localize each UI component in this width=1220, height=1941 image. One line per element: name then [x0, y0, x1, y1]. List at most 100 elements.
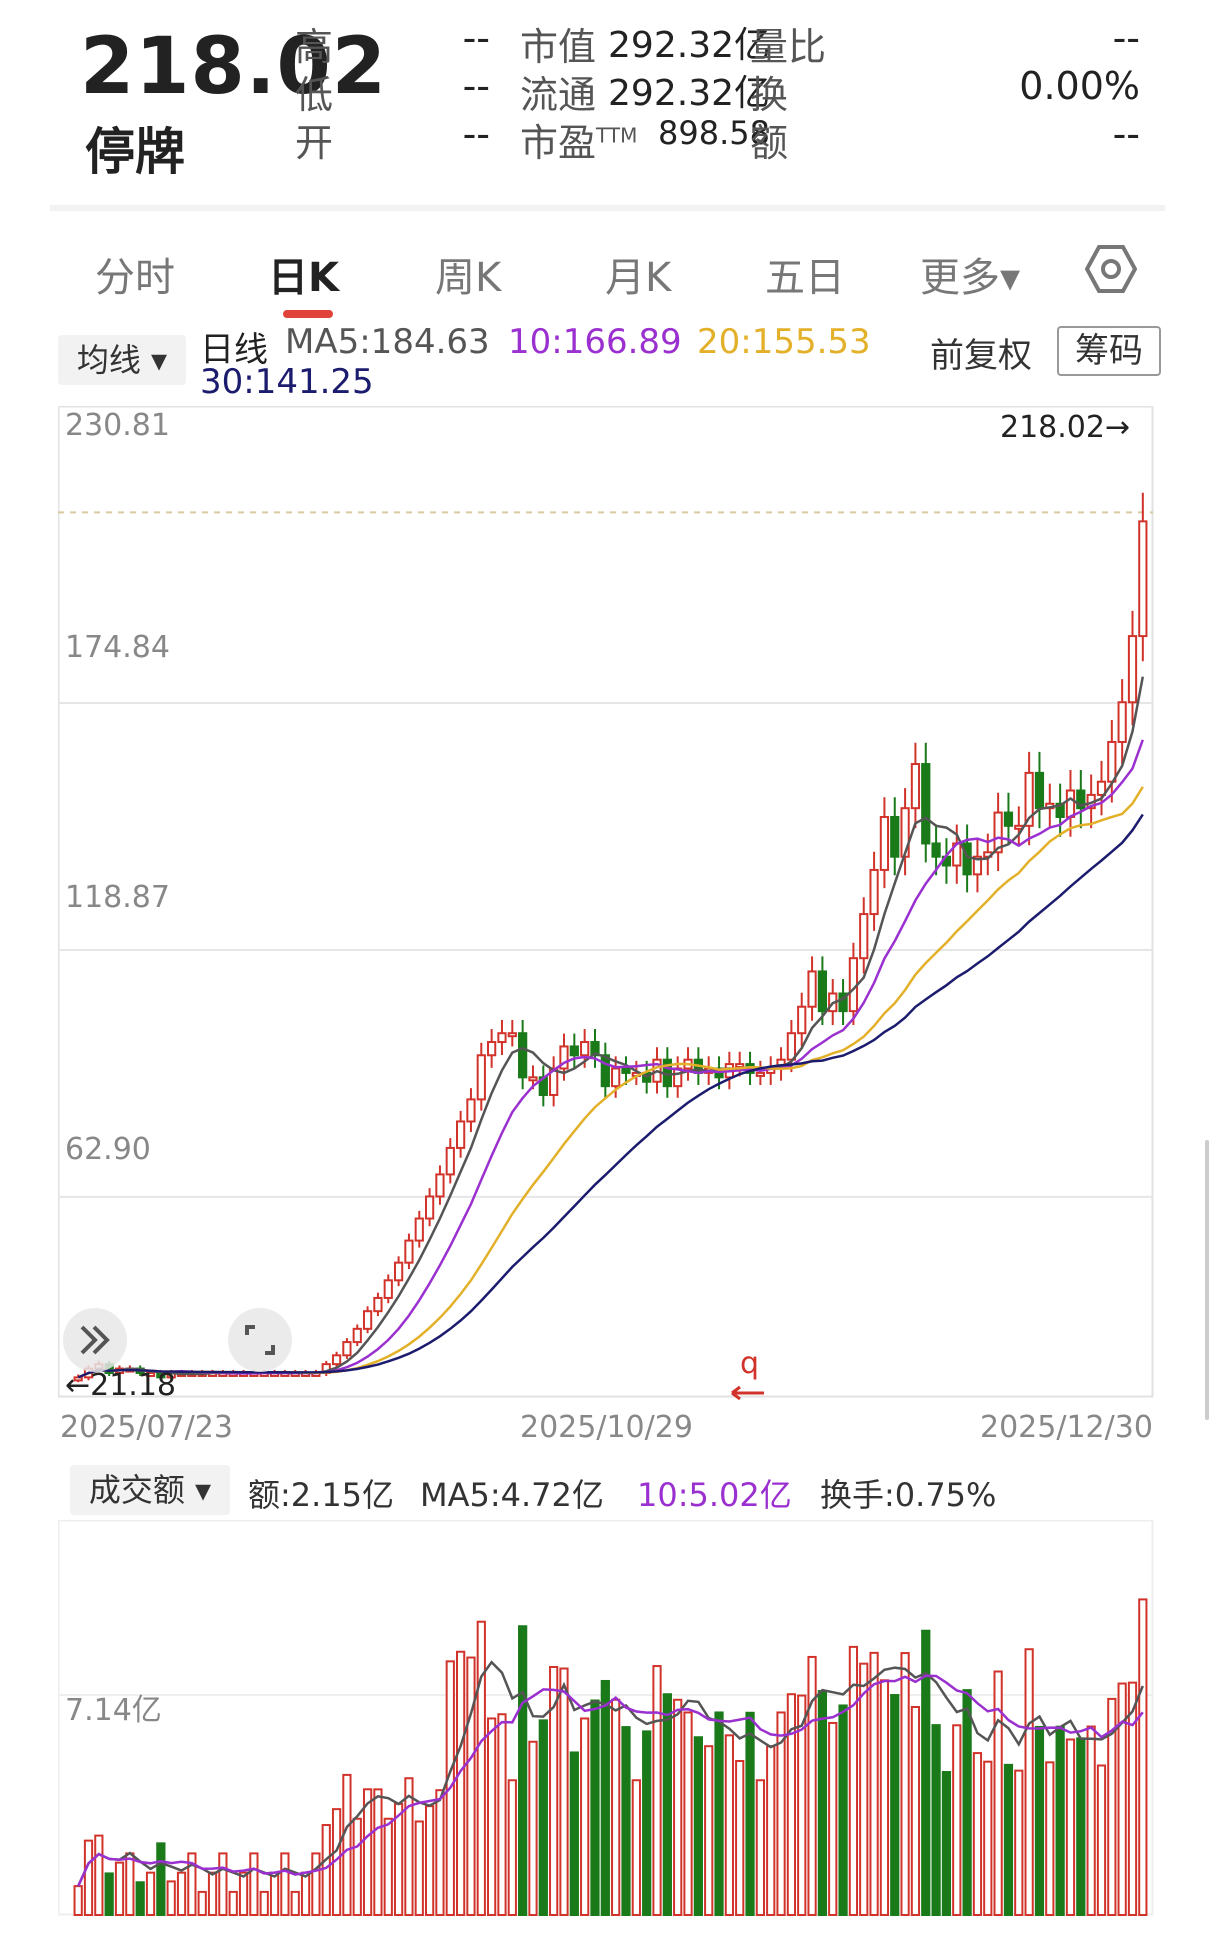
volume-bar: [745, 1711, 755, 1916]
label-pe: 市盈TTM: [520, 121, 638, 165]
volume-bar: [724, 1734, 734, 1916]
ma30-value: 30:141.25: [200, 362, 374, 402]
volume-bar: [869, 1651, 879, 1916]
turnover-rate: 换手:0.75%: [820, 1476, 997, 1514]
volume-bar: [383, 1817, 393, 1916]
value-high: --: [462, 16, 490, 60]
candle-body: [1096, 780, 1107, 796]
tab-more[interactable]: 更多▾: [920, 255, 1021, 301]
volume-bar: [73, 1885, 83, 1916]
fullscreen-icon[interactable]: [225, 1305, 295, 1375]
candle-body: [362, 1310, 373, 1330]
volume-bar: [466, 1656, 476, 1916]
candle-body: [807, 970, 817, 1008]
settings-hexagon-icon[interactable]: [1085, 243, 1137, 295]
volume-bar: [683, 1711, 693, 1916]
volume-bar: [187, 1852, 197, 1916]
candle-body: [962, 842, 972, 876]
volume-bar: [972, 1752, 983, 1916]
volume-bar: [207, 1871, 218, 1916]
volume-bar: [1138, 1598, 1148, 1917]
volume-bar: [549, 1665, 559, 1916]
volume-bar: [456, 1650, 466, 1916]
volume-bar: [435, 1789, 445, 1916]
volume-bar: [393, 1802, 404, 1916]
candle-body: [435, 1173, 445, 1198]
value-pe: 898.58: [658, 114, 770, 152]
x-tick-mid: 2025/10/29: [520, 1410, 693, 1445]
chips-button[interactable]: 筹码: [1057, 326, 1161, 376]
value-float-cap: 292.32亿: [608, 73, 770, 114]
volume-bar: [631, 1779, 641, 1916]
volume-ma10-line: [77, 1674, 1144, 1887]
candle-body: [859, 913, 869, 960]
value-volume-ratio: --: [1112, 16, 1140, 60]
candle-body: [466, 1098, 476, 1123]
adjust-mode[interactable]: 前复权: [930, 336, 1032, 376]
tab-intraday[interactable]: 分时: [95, 255, 175, 301]
volume-bar: [983, 1760, 993, 1916]
volume-bar: [518, 1625, 528, 1916]
volume-bar: [404, 1777, 414, 1916]
label-high: 高: [295, 25, 334, 69]
tab-weekly-k[interactable]: 周K: [435, 255, 502, 301]
event-marker-icon[interactable]: q: [728, 1345, 768, 1400]
value-turnover: 0.00%: [1019, 64, 1140, 108]
page-scrollbar[interactable]: [1205, 1140, 1209, 1420]
candle-body: [487, 1041, 497, 1057]
volume-bar: [941, 1771, 952, 1916]
candle-body: [1034, 771, 1045, 810]
tab-monthly-k[interactable]: 月K: [605, 255, 672, 301]
candle-body: [817, 970, 828, 1013]
volume-ma5: MA5:4.72亿: [420, 1476, 604, 1514]
volume-bar: [362, 1788, 373, 1916]
volume-bar: [1107, 1697, 1117, 1916]
candle-body: [373, 1296, 383, 1313]
volume-bar: [300, 1871, 311, 1916]
label-amount: 额: [750, 121, 789, 165]
candle-body: [352, 1327, 362, 1344]
ma10-value: 10:166.89: [508, 322, 682, 362]
tab-daily-k[interactable]: 日K: [268, 255, 339, 301]
value-open: --: [462, 112, 490, 156]
volume-bar: [1024, 1648, 1034, 1916]
y-tick-4: 62.90: [65, 1132, 151, 1167]
volume-bar: [817, 1690, 828, 1916]
volume-bar: [114, 1861, 125, 1917]
chart-frame: [58, 406, 1154, 1398]
candle-body: [735, 1063, 745, 1069]
volume-bar: [497, 1713, 507, 1916]
volume-bar: [1014, 1769, 1024, 1916]
candle-body: [507, 1032, 517, 1038]
volume-bar: [197, 1890, 207, 1916]
volume-bar: [900, 1652, 910, 1916]
volume-indicator-selector[interactable]: 成交额 ▾: [70, 1465, 230, 1515]
volume-bar: [600, 1679, 610, 1916]
volume-bar: [1003, 1763, 1014, 1916]
ma-selector[interactable]: 均线 ▾: [58, 335, 186, 385]
volume-bar: [83, 1839, 94, 1916]
candle-body: [621, 1067, 631, 1074]
volume-bar: [528, 1740, 538, 1916]
volume-bar: [642, 1730, 652, 1916]
candle-body: [73, 1376, 83, 1382]
volume-bar: [931, 1724, 941, 1916]
candle-body: [342, 1341, 352, 1357]
y-tick-2: 174.84: [65, 630, 170, 665]
volume-bar: [176, 1871, 187, 1916]
volume-chart[interactable]: [58, 1520, 1158, 1920]
candle-body: [549, 1067, 559, 1096]
candle-body: [404, 1239, 414, 1264]
volume-bar: [952, 1724, 962, 1916]
volume-bar: [807, 1655, 817, 1916]
candle-body: [569, 1045, 579, 1057]
candlestick-chart[interactable]: [58, 406, 1158, 1406]
volume-bar: [1127, 1681, 1138, 1916]
volume-bar: [838, 1704, 848, 1916]
tab-five-day[interactable]: 五日: [765, 255, 845, 301]
volume-bar: [621, 1726, 631, 1916]
candle-body: [1127, 635, 1138, 704]
candle-body: [910, 763, 921, 810]
active-tab-indicator: [283, 310, 333, 318]
scroll-left-icon[interactable]: [60, 1305, 130, 1375]
